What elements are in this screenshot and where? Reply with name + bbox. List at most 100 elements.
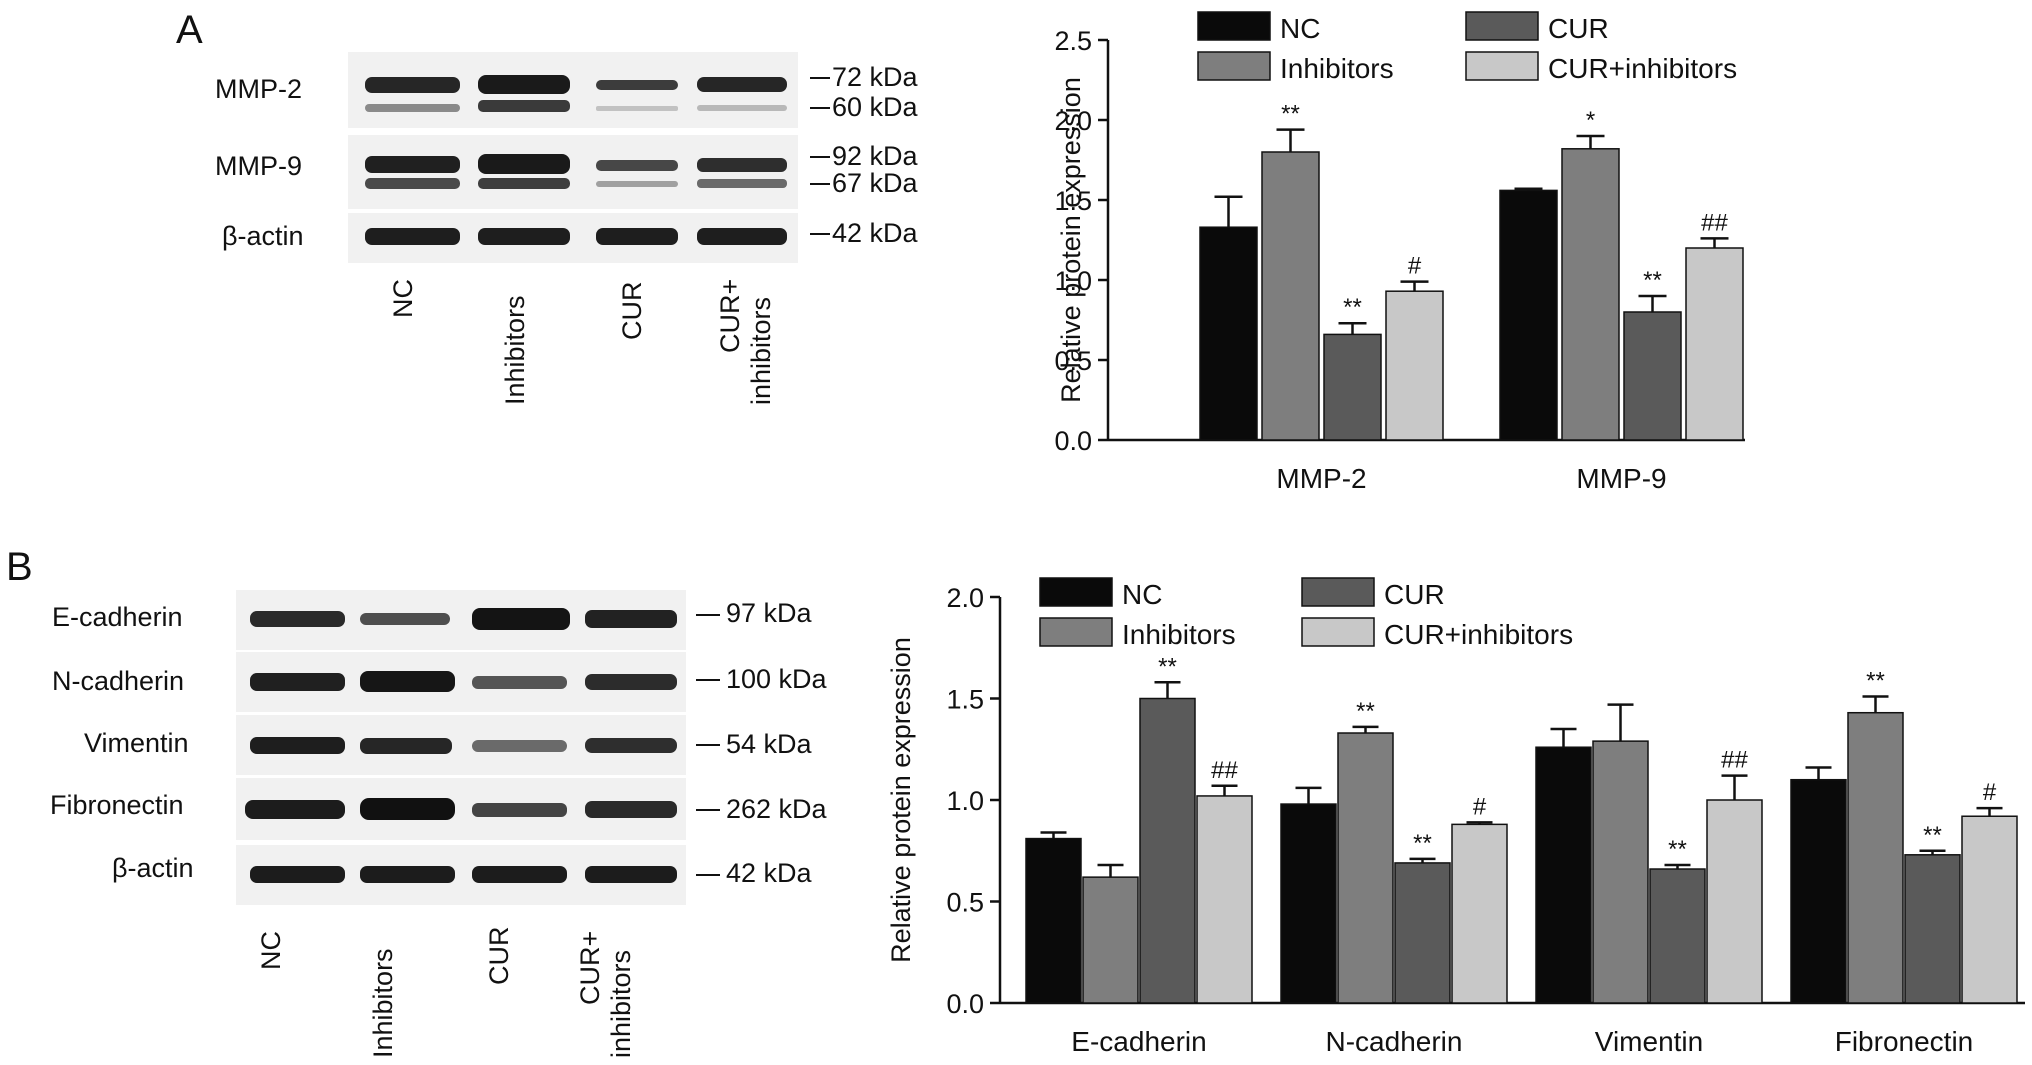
significance-mark: * <box>1586 107 1595 134</box>
y-tick-label: 0.0 <box>1054 426 1092 456</box>
y-tick-label: 1.5 <box>1054 186 1092 216</box>
bar <box>1847 711 1904 1004</box>
band <box>596 80 678 90</box>
band <box>365 77 460 93</box>
band <box>596 106 678 111</box>
legend-swatch <box>1465 51 1539 81</box>
kda-label: 60 kDa <box>832 92 918 122</box>
significance-mark: ## <box>1721 747 1748 774</box>
band <box>360 798 455 820</box>
bar <box>1561 148 1620 441</box>
y-tick-label: 0.5 <box>1054 346 1092 376</box>
protein-label-vimentin: Vimentin <box>84 728 189 758</box>
bar <box>1961 815 2018 1004</box>
kda-label: 67 kDa <box>832 168 918 198</box>
protein-label-mmp2: MMP-2 <box>215 74 302 104</box>
band <box>478 178 570 189</box>
legend-label: NC <box>1122 579 1162 610</box>
protein-label-ecadherin: E-cadherin <box>52 602 183 632</box>
protein-label-bactin: β-actin <box>222 221 304 251</box>
kda-label: 262 kDa <box>726 794 827 824</box>
bar <box>1706 799 1763 1004</box>
significance-mark: ** <box>1923 822 1942 849</box>
significance-mark: ** <box>1866 667 1885 694</box>
band <box>585 610 677 628</box>
protein-label-mmp9: MMP-9 <box>215 151 302 181</box>
bar <box>1904 854 1961 1004</box>
y-axis-label: Relative protein expression <box>886 637 916 963</box>
bar <box>1451 823 1508 1004</box>
panel-b-letter: B <box>6 545 33 589</box>
band <box>697 77 787 92</box>
legend-swatch <box>1301 577 1375 607</box>
kda-label: 100 kDa <box>726 664 827 694</box>
band <box>360 671 455 692</box>
band <box>365 156 460 173</box>
bar <box>1592 740 1649 1004</box>
band <box>478 100 570 112</box>
protein-label-ncadherin: N-cadherin <box>52 666 185 696</box>
band <box>585 866 677 883</box>
legend-label: CUR <box>1548 13 1609 44</box>
band <box>245 800 345 819</box>
bar <box>1261 151 1320 441</box>
band <box>596 228 678 245</box>
band <box>585 738 677 753</box>
significance-mark: ## <box>1701 209 1728 236</box>
significance-mark: ** <box>1668 836 1687 863</box>
significance-mark: # <box>1408 253 1422 280</box>
band <box>585 801 677 818</box>
significance-mark: ** <box>1343 294 1362 321</box>
band <box>596 160 678 171</box>
x-category-label: E-cadherin <box>1071 1026 1206 1057</box>
significance-mark: ** <box>1281 101 1300 128</box>
band <box>697 158 787 172</box>
band <box>697 228 787 245</box>
y-tick-label: 0.5 <box>946 888 984 918</box>
protein-label-bactin: β-actin <box>112 853 194 883</box>
legend-label: Inhibitors <box>1122 619 1236 650</box>
band <box>472 803 567 817</box>
kda-label: 92 kDa <box>832 141 918 171</box>
bar <box>1196 795 1253 1004</box>
kda-label: 97 kDa <box>726 598 812 628</box>
bar <box>1025 837 1082 1004</box>
band <box>365 178 460 189</box>
x-category-label: Vimentin <box>1595 1026 1703 1057</box>
bar <box>1082 876 1139 1004</box>
band <box>360 866 455 883</box>
band <box>472 608 570 630</box>
band <box>596 181 678 187</box>
bar <box>1535 746 1592 1004</box>
bar <box>1337 732 1394 1004</box>
bar <box>1139 697 1196 1004</box>
legend-swatch <box>1197 11 1271 41</box>
x-category-label: Fibronectin <box>1835 1026 1974 1057</box>
significance-mark: # <box>1983 779 1997 806</box>
legend-label: CUR+inhibitors <box>1384 619 1573 650</box>
legend-label: CUR+inhibitors <box>1548 53 1737 84</box>
x-category-label: MMP-9 <box>1576 463 1666 494</box>
significance-mark: ** <box>1356 698 1375 725</box>
bar <box>1649 868 1706 1004</box>
y-tick-label: 0.0 <box>946 989 984 1019</box>
x-category-label: MMP-2 <box>1276 463 1366 494</box>
y-tick-label: 1.0 <box>1054 266 1092 296</box>
significance-mark: ** <box>1413 830 1432 857</box>
y-tick-label: 1.5 <box>946 685 984 715</box>
y-tick-label: 2.5 <box>1054 26 1092 56</box>
bar <box>1280 803 1337 1004</box>
panel-a-letter: A <box>176 8 203 52</box>
band <box>697 105 787 111</box>
legend-swatch <box>1197 51 1271 81</box>
band <box>365 228 460 245</box>
band <box>472 866 567 883</box>
band <box>478 228 570 245</box>
legend-label: NC <box>1280 13 1320 44</box>
kda-label: 42 kDa <box>832 218 918 248</box>
bar <box>1323 333 1382 441</box>
